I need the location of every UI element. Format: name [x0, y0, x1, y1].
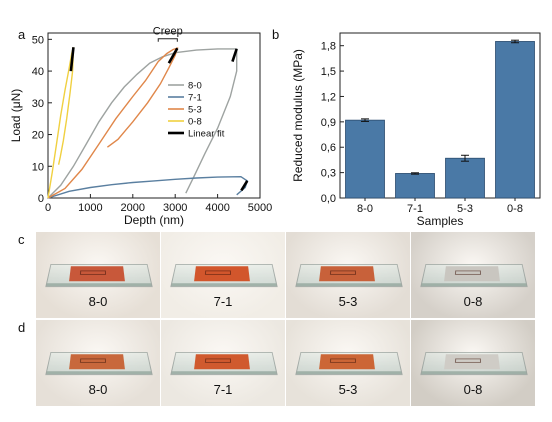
- y-tick-label: 1,5: [321, 66, 336, 78]
- panel-label-c: c: [18, 232, 25, 247]
- x-tick-label: 3000: [163, 202, 187, 214]
- x-axis-label: Samples: [417, 214, 464, 228]
- sample-caption: 0-8: [463, 294, 483, 309]
- glass-edge: [171, 371, 277, 375]
- panel-label-b: b: [272, 27, 280, 42]
- film-sample: [69, 266, 125, 282]
- series-line-0-8: [47, 47, 75, 199]
- y-tick-label: 0,9: [321, 117, 336, 129]
- x-tick-label: 0: [45, 202, 51, 214]
- legend-label: 5-3: [188, 105, 202, 116]
- y-tick-label: 40: [32, 66, 44, 78]
- sample-caption: 8-0: [88, 294, 108, 309]
- series-line-8-0: [47, 48, 238, 199]
- reduced-modulus-chart: 0,0 0,3 0,6 0,9 1,2 1,5 1,8 8-0 7-1 5-3 0-8 Samples…: [291, 32, 541, 228]
- creep-annotation: Creep: [153, 26, 183, 38]
- film-print-mark: [79, 270, 107, 276]
- y-tick-label: 0,0: [321, 193, 336, 205]
- sample-photo: 5-3: [286, 320, 410, 406]
- x-axis-label: Depth (nm): [124, 213, 184, 227]
- film-sample: [194, 266, 250, 282]
- glass-edge: [421, 371, 527, 375]
- plot-frame: [47, 32, 261, 199]
- panel-label-a: a: [18, 27, 26, 42]
- plot-frame: [339, 32, 541, 199]
- film-print-mark: [204, 270, 232, 276]
- film-print-mark: [329, 358, 357, 364]
- glass-edge: [296, 371, 402, 375]
- film-sample: [194, 354, 250, 370]
- creep-bracket: [157, 38, 178, 42]
- sample-caption: 8-0: [88, 382, 108, 397]
- x-tick-label: 0-8: [507, 203, 523, 215]
- sample-photo: 7-1: [161, 232, 285, 318]
- sample-photo: 0-8: [411, 320, 535, 406]
- sample-photo: 8-0: [36, 320, 160, 406]
- x-tick-label: 5-3: [457, 203, 473, 215]
- bar-5-3: [445, 157, 485, 199]
- y-tick-label: 0: [38, 193, 44, 205]
- sample-photo: 5-3: [286, 232, 410, 318]
- glass-edge: [296, 283, 402, 287]
- sample-caption: 7-1: [213, 294, 233, 309]
- legend-label: 0-8: [188, 117, 202, 128]
- film-sample: [319, 266, 375, 282]
- y-tick-label: 50: [32, 34, 44, 46]
- y-tick-label: 0,6: [321, 142, 336, 154]
- bar-7-1: [395, 173, 435, 199]
- sample-caption: 5-3: [338, 294, 358, 309]
- linear-fit-segment: [231, 48, 238, 62]
- y-axis-label: Load (μN): [9, 89, 23, 143]
- panel-label-d: d: [18, 320, 26, 335]
- glass-edge: [421, 283, 527, 287]
- y-tick-label: 1,8: [321, 41, 336, 53]
- film-sample: [444, 266, 500, 282]
- linear-fit-segment: [69, 47, 75, 72]
- sample-caption: 7-1: [213, 382, 233, 397]
- sample-photo: 8-0: [36, 232, 160, 318]
- x-tick-label: 8-0: [357, 203, 373, 215]
- glass-edge: [46, 371, 152, 375]
- linear-fit-segment: [167, 47, 179, 64]
- film-print-mark: [204, 358, 232, 364]
- y-tick-label: 30: [32, 98, 44, 110]
- film-sample: [319, 354, 375, 370]
- sample-caption: 0-8: [463, 382, 483, 397]
- series-line-5-3: [47, 47, 179, 199]
- bar-0-8: [495, 41, 535, 199]
- sample-photo: 7-1: [161, 320, 285, 406]
- y-tick-label: 20: [32, 130, 44, 142]
- x-tick-label: 4000: [205, 202, 229, 214]
- glass-edge: [46, 283, 152, 287]
- legend-label: Linear fit: [188, 129, 225, 140]
- x-tick-label: 5000: [248, 202, 272, 214]
- glass-edge: [171, 283, 277, 287]
- load-depth-chart: 0 1000 2000 3000 4000 5000 0 10 20 30 40 50 Depth (n…: [9, 26, 272, 227]
- legend-label: 8-0: [188, 81, 202, 92]
- x-tick-label: 2000: [121, 202, 145, 214]
- film-sample: [444, 354, 500, 370]
- bar-8-0: [345, 119, 385, 199]
- x-tick-label: 7-1: [407, 203, 423, 215]
- y-tick-label: 10: [32, 161, 44, 173]
- y-tick-label: 0,3: [321, 168, 336, 180]
- x-tick-label: 1000: [78, 202, 102, 214]
- film-print-mark: [454, 270, 482, 276]
- sample-caption: 5-3: [338, 382, 358, 397]
- film-print-mark: [454, 358, 482, 364]
- linear-fit-segment: [240, 180, 249, 192]
- film-sample: [69, 354, 125, 370]
- y-tick-label: 1,2: [321, 91, 336, 103]
- legend-label: 7-1: [188, 93, 202, 104]
- film-print-mark: [79, 358, 107, 364]
- sample-photo: 0-8: [411, 232, 535, 318]
- film-print-mark: [329, 270, 357, 276]
- y-axis-label: Reduced modulus (MPa): [291, 49, 305, 182]
